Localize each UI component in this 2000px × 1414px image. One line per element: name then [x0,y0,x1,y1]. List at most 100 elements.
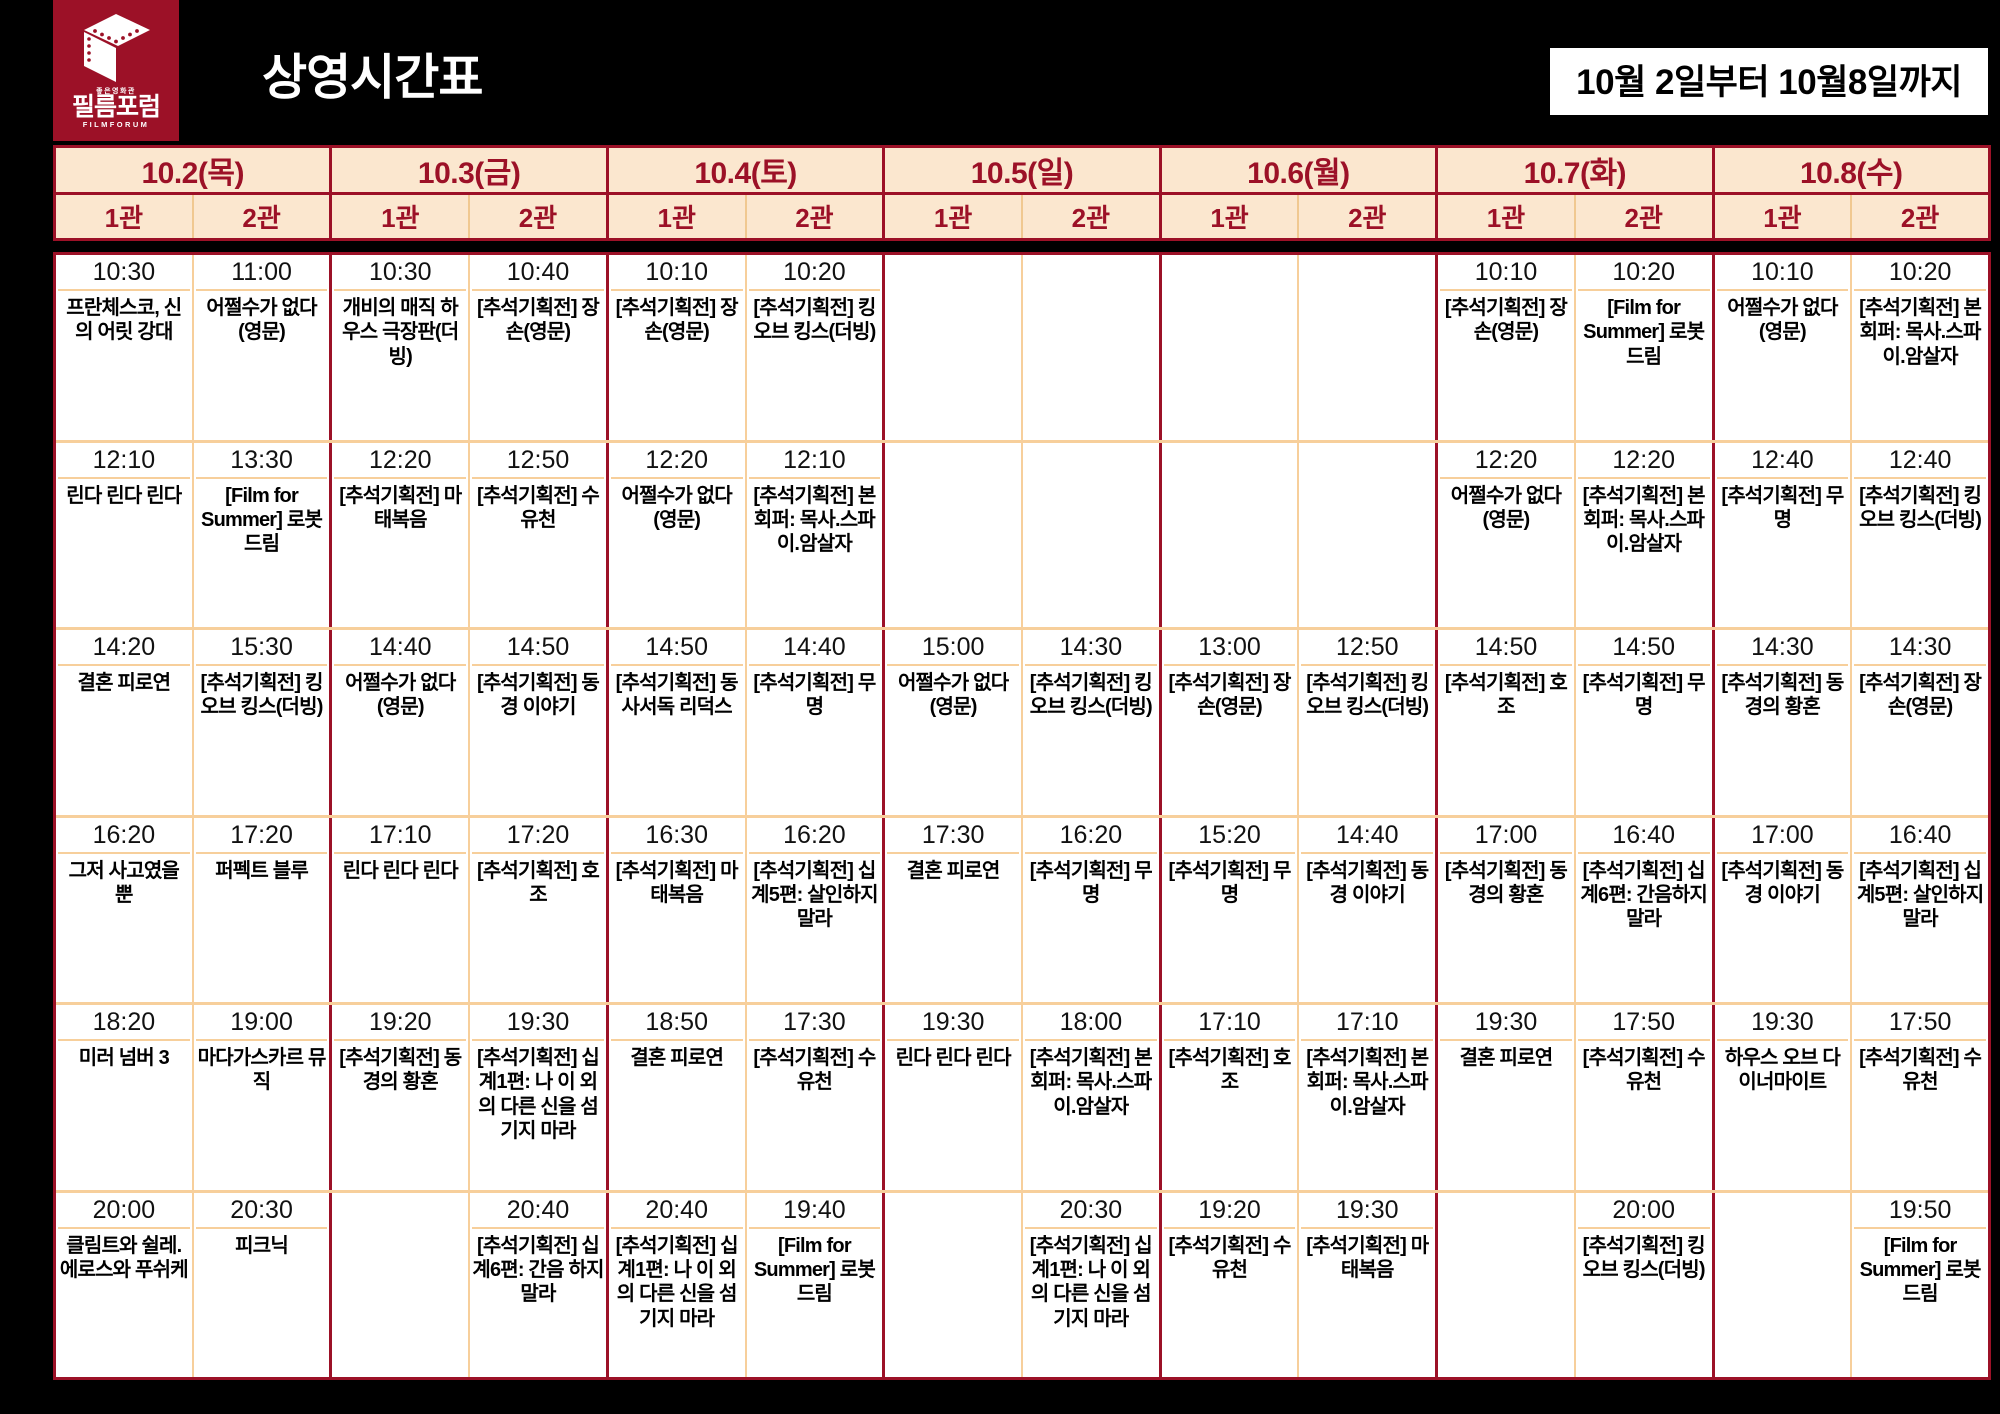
screening-time: 20:40 [472,1196,604,1229]
screening-time: 12:20 [334,446,467,479]
screening-title: [추석기획전] 십계1편: 나 이 외의 다른 신을 섬기지 마라 [1029,1234,1153,1330]
screening-cell[interactable]: 12:40 [추석기획전] 킹 오브 킹스(더빙) [1852,443,1988,628]
screening-cell[interactable]: 20:00 [추석기획전] 킹 오브 킹스(더빙) [1576,1193,1712,1378]
schedule-row: 12:10 린다 린다 린다 13:30 [Film for Summer] 로봇드림… [56,442,1988,630]
screening-cell[interactable]: 16:40 [추석기획전] 십계5편: 살인하지 말라 [1852,818,1988,1003]
screening-cell[interactable]: 13:00 [추석기획전] 장손(영문) [1162,630,1300,815]
screening-cell[interactable]: 18:00 [추석기획전] 본회퍼: 목사.스파이.암살자 [1023,1005,1159,1190]
screening-cell[interactable]: 15:20 [추석기획전] 무명 [1162,817,1300,1002]
day-label: 10.4(토) [608,148,883,195]
screening-cell[interactable]: 12:10 린다 린다 린다 [56,442,194,627]
screening-cell[interactable]: 17:10 린다 린다 린다 [332,817,471,1002]
screening-cell[interactable]: 18:20 미러 넘버 3 [56,1005,194,1190]
screening-cell[interactable]: 14:30 [추석기획전] 장손(영문) [1852,630,1988,815]
screening-time: 12:10 [748,446,881,479]
screening-title: [추석기획전] 무명 [753,672,876,719]
screening-cell[interactable]: 17:10 [추석기획전] 본회퍼: 목사.스파이.암살자 [1299,1005,1435,1190]
day-group-4 [885,442,1162,627]
screening-cell[interactable]: 19:50 [Film for Summer] 로봇드림 [1852,1193,1988,1378]
screening-cell[interactable]: 10:10 [추석기획전] 장손(영문) [609,255,747,440]
screening-title: [추석기획전] 킹 오브 킹스(더빙) [753,297,876,344]
screening-time: 14:30 [1024,633,1157,666]
screening-cell[interactable]: 17:00 [추석기획전] 동경 이야기 [1715,817,1853,1002]
screening-cell[interactable]: 14:50 [추석기획전] 호조 [1438,630,1576,815]
screening-cell[interactable]: 17:20 [추석기획전] 호조 [470,818,606,1003]
screening-time: 20:30 [1024,1196,1157,1229]
screening-cell[interactable]: 19:30 [추석기획전] 마태복음 [1299,1193,1435,1378]
screening-cell[interactable]: 20:30 [추석기획전] 십계1편: 나 이 외의 다른 신을 섬기지 마라 [1023,1193,1159,1378]
screening-cell[interactable]: 14:30 [추석기획전] 동경의 황혼 [1715,630,1853,815]
screening-cell[interactable]: 19:30 [추석기획전] 십계1편: 나 이 외의 다른 신을 섬기지 마라 [470,1005,606,1190]
screening-title: [추석기획전] 장손(영문) [1444,297,1568,344]
screening-cell[interactable]: 20:00 클림트와 쉴레. 에로스와 푸쉬케 [56,1192,194,1377]
schedule-row: 16:20 그저 사고였을 뿐 17:20 퍼펙트 블루 17:10 린다 린다 린다 17… [56,817,1988,1005]
screening-title: [추석기획전] 장손(영문) [615,297,739,344]
screening-cell[interactable]: 19:40 [Film for Summer] 로봇드림 [747,1193,883,1378]
screening-cell[interactable]: 14:40 [추석기획전] 무명 [747,630,883,815]
day-group-3: 20:40 [추석기획전] 십계1편: 나 이 외의 다른 신을 섬기지 마라 19… [609,1192,886,1378]
screening-cell[interactable]: 12:40 [추석기획전] 무명 [1715,442,1853,627]
screening-cell[interactable]: 12:20 어쩔수가 없다(영문) [1438,442,1576,627]
screening-cell[interactable]: 20:40 [추석기획전] 십계6편: 간음 하지 말라 [470,1193,606,1378]
screening-cell[interactable]: 12:10 [추석기획전] 본회퍼: 목사.스파이.암살자 [747,443,883,628]
day-group-6: 20:00 [추석기획전] 킹 오브 킹스(더빙) [1438,1192,1715,1378]
screening-cell[interactable]: 17:00 [추석기획전] 동경의 황혼 [1438,817,1576,1002]
screening-cell[interactable]: 17:50 [추석기획전] 수유천 [1852,1005,1988,1190]
screening-cell[interactable]: 13:30 [Film for Summer] 로봇드림 [194,443,330,628]
screening-cell[interactable]: 15:00 어쩔수가 없다(영문) [885,630,1023,815]
screening-cell[interactable]: 16:20 [추석기획전] 무명 [1023,818,1159,1003]
screening-cell[interactable]: 19:30 하우스 오브 다이너마이트 [1715,1005,1853,1190]
screening-cell[interactable]: 14:30 [추석기획전] 킹 오브 킹스(더빙) [1023,630,1159,815]
day-label: 10.3(금) [332,148,606,195]
screening-cell[interactable]: 14:20 결혼 피로연 [56,630,194,815]
screening-cell[interactable]: 20:40 [추석기획전] 십계1편: 나 이 외의 다른 신을 섬기지 마라 [609,1192,747,1377]
screening-cell[interactable]: 17:10 [추석기획전] 호조 [1162,1005,1300,1190]
screening-title: [추석기획전] 호조 [476,859,600,906]
screening-cell[interactable]: 12:50 [추석기획전] 킹 오브 킹스(더빙) [1299,630,1435,815]
screening-cell[interactable]: 16:40 [추석기획전] 십계6편: 간음하지 말라 [1576,818,1712,1003]
screening-cell[interactable]: 14:50 [추석기획전] 무명 [1576,630,1712,815]
screening-cell[interactable]: 10:10 [추석기획전] 장손(영문) [1438,255,1576,440]
screening-cell[interactable]: 16:20 [추석기획전] 십계5편: 살인하지 말라 [747,818,883,1003]
screening-cell[interactable]: 10:30 개비의 매직 하우스 극장판(더빙) [332,255,471,440]
film-reel-box-icon [78,10,154,86]
screening-cell[interactable]: 17:30 [추석기획전] 수유천 [747,1005,883,1190]
screening-cell[interactable]: 20:30 피크닉 [194,1193,330,1378]
screening-time: 10:30 [58,258,190,291]
screening-cell[interactable]: 14:40 [추석기획전] 동경 이야기 [1299,818,1435,1003]
screening-cell[interactable]: 15:30 [추석기획전] 킹 오브 킹스(더빙) [194,630,330,815]
logo-wordmark: 좋은영화관 필름포럼 FILMFORUM [72,88,161,129]
screening-time: 18:00 [1024,1008,1157,1041]
screening-cell[interactable]: 19:00 마다가스카르 뮤직 [194,1005,330,1190]
screening-cell[interactable]: 14:50 [추석기획전] 동사서독 리덕스 [609,630,747,815]
screening-cell[interactable]: 16:30 [추석기획전] 마태복음 [609,817,747,1002]
screening-cell[interactable]: 10:30 프란체스코, 신의 어릿 강대 [56,255,194,440]
screening-cell[interactable]: 11:00 어쩔수가 없다(영문) [194,255,330,440]
screening-cell[interactable]: 10:20 [Film for Summer] 로봇드림 [1576,255,1712,440]
screening-title: [추석기획전] 마태복음 [615,859,739,906]
screening-cell[interactable]: 19:20 [추석기획전] 수유천 [1162,1192,1300,1377]
screening-cell[interactable]: 17:50 [추석기획전] 수유천 [1576,1005,1712,1190]
screening-cell[interactable]: 16:20 그저 사고였을 뿐 [56,817,194,1002]
empty-cell [1162,442,1300,627]
screening-cell[interactable]: 17:20 퍼펙트 블루 [194,818,330,1003]
empty-cell [1299,443,1435,628]
screening-cell[interactable]: 12:50 [추석기획전] 수유천 [470,443,606,628]
screening-cell[interactable]: 10:20 [추석기획전] 본회퍼: 목사.스파이.암살자 [1852,255,1988,440]
day-group-5 [1162,255,1439,440]
screening-cell[interactable]: 10:10 어쩔수가 없다(영문) [1715,255,1853,440]
screening-cell[interactable]: 14:40 어쩔수가 없다(영문) [332,630,471,815]
screening-cell[interactable]: 10:20 [추석기획전] 킹 오브 킹스(더빙) [747,255,883,440]
screening-cell[interactable]: 19:20 [추석기획전] 동경의 황혼 [332,1005,471,1190]
screening-cell[interactable]: 12:20 [추석기획전] 본회퍼: 목사.스파이.암살자 [1576,443,1712,628]
screening-cell[interactable]: 18:50 결혼 피로연 [609,1005,747,1190]
screening-title: [추석기획전] 십계6편: 간음 하지 말라 [472,1234,604,1306]
screening-cell[interactable]: 14:50 [추석기획전] 동경 이야기 [470,630,606,815]
screening-cell[interactable]: 19:30 결혼 피로연 [1438,1005,1576,1190]
screening-cell[interactable]: 12:20 [추석기획전] 마태복음 [332,442,471,627]
screening-cell[interactable]: 10:40 [추석기획전] 장손(영문) [470,255,606,440]
screening-cell[interactable]: 19:30 린다 린다 린다 [885,1005,1023,1190]
screening-time: 17:50 [1577,1008,1710,1041]
screening-cell[interactable]: 12:20 어쩔수가 없다(영문) [609,442,747,627]
screening-cell[interactable]: 17:30 결혼 피로연 [885,817,1023,1002]
